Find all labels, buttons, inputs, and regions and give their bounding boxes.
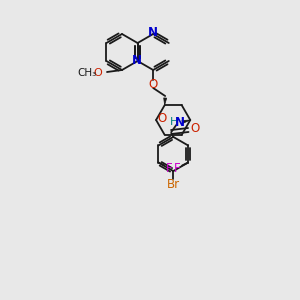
Text: H: H <box>170 117 178 127</box>
Text: N: N <box>148 26 158 40</box>
Text: O: O <box>94 68 102 78</box>
Text: Br: Br <box>167 178 180 190</box>
Text: O: O <box>191 122 200 136</box>
Text: CH₃: CH₃ <box>77 68 97 78</box>
Polygon shape <box>164 98 167 105</box>
Text: O: O <box>158 112 167 124</box>
Text: O: O <box>148 77 158 91</box>
Text: N: N <box>175 116 185 128</box>
Text: F: F <box>166 162 173 175</box>
Text: F: F <box>174 162 180 175</box>
Polygon shape <box>182 120 190 124</box>
Text: N: N <box>132 55 142 68</box>
